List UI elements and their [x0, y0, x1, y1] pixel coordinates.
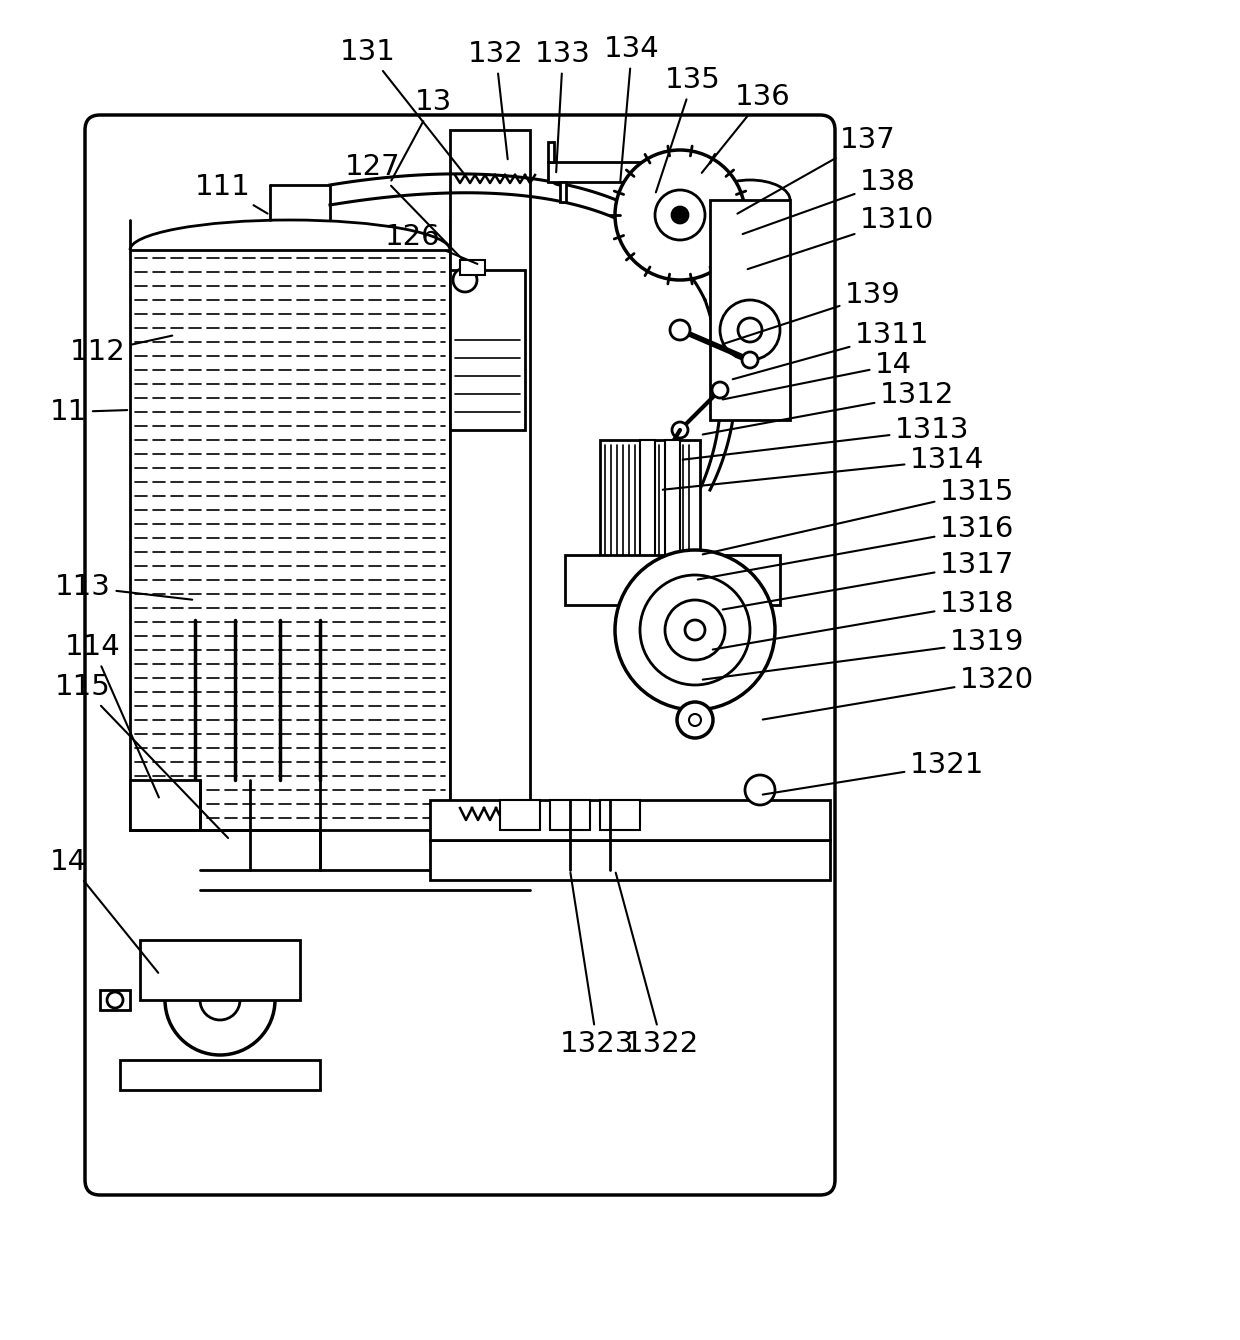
Bar	[548, 162, 668, 182]
Text: 137: 137	[738, 126, 895, 213]
Circle shape	[677, 702, 713, 738]
Bar	[600, 440, 701, 560]
Text: 14: 14	[50, 848, 159, 973]
Text: 1318: 1318	[713, 590, 1014, 650]
Text: 114: 114	[64, 632, 159, 797]
Bar	[140, 939, 300, 1000]
Text: 1320: 1320	[763, 666, 1034, 720]
Bar	[665, 440, 680, 560]
Text: 1313: 1313	[683, 415, 970, 460]
Circle shape	[615, 549, 775, 710]
Text: 1322: 1322	[616, 872, 699, 1059]
Circle shape	[689, 714, 701, 726]
Circle shape	[745, 775, 775, 805]
Text: 11: 11	[50, 398, 128, 426]
Bar	[548, 142, 554, 162]
Text: 1312: 1312	[703, 381, 955, 434]
FancyBboxPatch shape	[86, 115, 835, 1195]
Text: 1317: 1317	[723, 551, 1014, 610]
Text: 134: 134	[604, 35, 660, 182]
Text: 111: 111	[195, 173, 268, 213]
Text: 1316: 1316	[698, 515, 1014, 579]
Bar	[120, 1060, 320, 1089]
Circle shape	[200, 980, 241, 1020]
Text: 14: 14	[723, 351, 913, 399]
Text: 132: 132	[467, 40, 523, 159]
Text: 113: 113	[55, 574, 192, 602]
Text: 138: 138	[743, 168, 916, 234]
Text: 13: 13	[392, 88, 453, 181]
Text: 1319: 1319	[703, 628, 1024, 679]
Bar	[100, 990, 130, 1010]
Bar	[130, 251, 450, 829]
Circle shape	[665, 600, 725, 661]
Bar	[430, 800, 830, 840]
Text: 1314: 1314	[662, 446, 985, 489]
Text: 126: 126	[384, 222, 477, 264]
Circle shape	[615, 150, 745, 280]
Bar	[600, 800, 640, 829]
Text: 133: 133	[534, 40, 591, 173]
Circle shape	[670, 320, 689, 340]
Bar	[500, 800, 539, 829]
Text: 136: 136	[702, 83, 791, 173]
Text: 1323: 1323	[560, 872, 635, 1059]
Text: 1315: 1315	[703, 478, 1014, 555]
Text: 139: 139	[723, 281, 900, 344]
Circle shape	[107, 992, 123, 1008]
Bar	[640, 440, 655, 560]
Circle shape	[712, 382, 728, 398]
Text: 1321: 1321	[763, 750, 985, 795]
Text: 115: 115	[55, 673, 228, 838]
Bar	[450, 130, 529, 829]
Circle shape	[655, 190, 706, 240]
Circle shape	[684, 620, 706, 641]
Bar	[450, 269, 525, 430]
Text: 131: 131	[340, 38, 464, 173]
Circle shape	[640, 575, 750, 685]
Text: 112: 112	[69, 335, 172, 366]
Bar	[711, 200, 790, 419]
Bar	[565, 555, 780, 604]
Bar	[560, 182, 565, 202]
Circle shape	[720, 300, 780, 360]
Text: 1310: 1310	[748, 206, 934, 269]
Bar	[460, 260, 485, 275]
Text: 127: 127	[345, 153, 463, 260]
Text: 1311: 1311	[733, 322, 930, 379]
Circle shape	[453, 268, 477, 292]
Bar	[551, 800, 590, 829]
Bar	[130, 780, 200, 829]
Circle shape	[165, 945, 275, 1055]
Bar	[430, 840, 830, 880]
Text: 135: 135	[656, 66, 720, 193]
Circle shape	[738, 318, 763, 342]
Circle shape	[672, 206, 688, 222]
Circle shape	[742, 352, 758, 368]
Circle shape	[672, 422, 688, 438]
